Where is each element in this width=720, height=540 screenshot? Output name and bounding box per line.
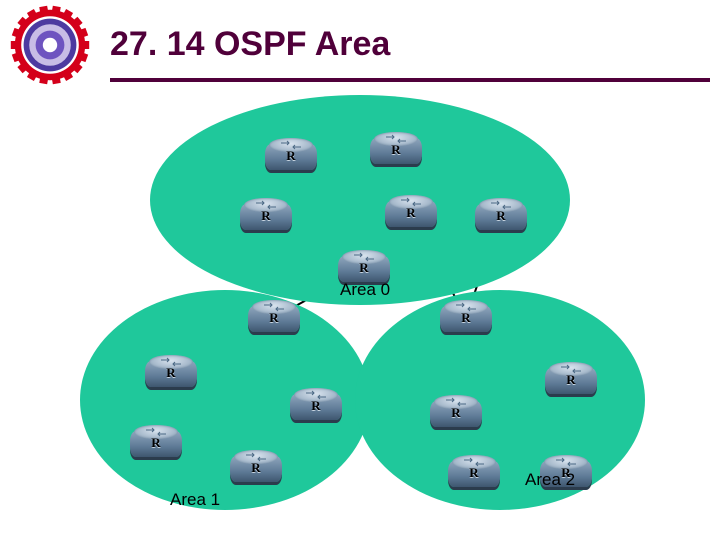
router-label: R xyxy=(240,208,292,224)
router-node: R xyxy=(230,450,282,486)
router-node: R xyxy=(440,300,492,336)
router-label: R xyxy=(430,405,482,421)
router-label: R xyxy=(448,465,500,481)
router-node: R xyxy=(240,198,292,234)
router-label: R xyxy=(230,460,282,476)
router-node: R xyxy=(430,395,482,431)
router-label: R xyxy=(248,310,300,326)
router-label: R xyxy=(440,310,492,326)
title-underline xyxy=(110,78,710,82)
router-node: R xyxy=(290,388,342,424)
router-label: R xyxy=(370,142,422,158)
router-node: R xyxy=(265,138,317,174)
area2-label: Area 2 xyxy=(525,470,575,490)
router-node: R xyxy=(475,198,527,234)
area2-ellipse xyxy=(355,290,645,510)
router-node: R xyxy=(448,455,500,491)
slide-header: 27. 14 OSPF Area xyxy=(0,0,720,90)
area1-label: Area 1 xyxy=(170,490,220,510)
router-node: R xyxy=(130,425,182,461)
router-label: R xyxy=(130,435,182,451)
router-node: R xyxy=(370,132,422,168)
router-label: R xyxy=(338,260,390,276)
router-node: R xyxy=(248,300,300,336)
area0-label: Area 0 xyxy=(340,280,390,300)
router-label: R xyxy=(145,365,197,381)
router-label: R xyxy=(290,398,342,414)
router-node: R xyxy=(545,362,597,398)
router-label: R xyxy=(265,148,317,164)
institution-logo xyxy=(10,5,90,85)
router-node: R xyxy=(385,195,437,231)
router-label: R xyxy=(475,208,527,224)
router-node: R xyxy=(145,355,197,391)
router-label: R xyxy=(545,372,597,388)
router-label: R xyxy=(385,205,437,221)
diagram-canvas: RRRRRRRRRRRRRRRRArea 0Area 1Area 2 xyxy=(0,100,720,520)
slide-title: 27. 14 OSPF Area xyxy=(110,25,390,64)
